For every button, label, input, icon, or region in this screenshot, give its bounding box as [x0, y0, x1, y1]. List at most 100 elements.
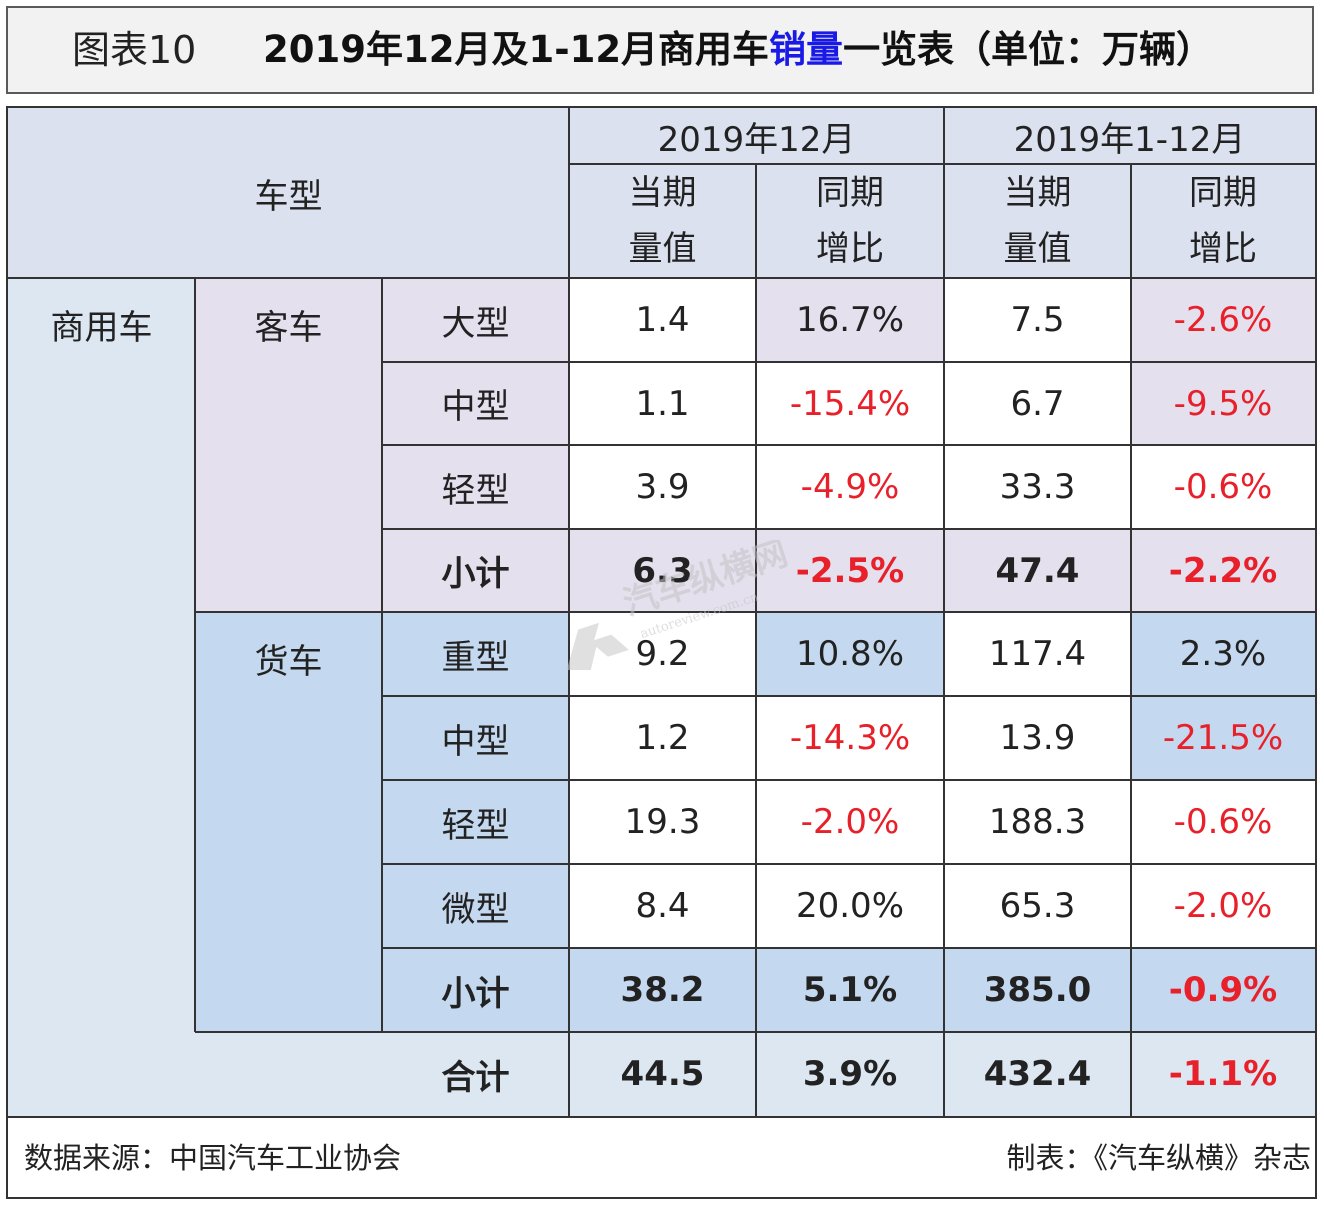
table-footer: 数据来源：中国汽车工业协会 制表：《汽车纵横》杂志: [8, 1116, 1315, 1197]
cell-year-value: 385.0: [944, 948, 1131, 1032]
value-text: -0.6%: [1173, 467, 1273, 507]
group-commercial-label: 商用车: [50, 308, 153, 348]
header-vehicle-type-label: 车型: [254, 176, 323, 217]
group-bus: 客车: [195, 278, 382, 612]
row-label-subtotal: 小计: [382, 529, 569, 612]
row-label-text: 重型: [441, 637, 510, 678]
grid-line: [8, 277, 1315, 279]
cell-dec-value: 1.2: [569, 696, 756, 780]
grid-line: [382, 779, 1315, 781]
header-line: 当期: [1003, 173, 1072, 213]
grid-line: [755, 164, 757, 1116]
value-text: -2.6%: [1173, 300, 1273, 340]
header-year-current: 当期 量值: [944, 164, 1131, 278]
grid-line: [382, 947, 1315, 949]
row-label: 微型: [382, 864, 569, 948]
grid-line: [569, 163, 1315, 165]
table-maker: 制表：《汽车纵横》杂志: [1006, 1141, 1311, 1175]
grid-line: [382, 444, 1315, 446]
value-text: 20.0%: [795, 886, 904, 926]
cell-dec-value: 44.5: [569, 1032, 756, 1116]
row-label-text: 中型: [441, 721, 510, 762]
cell-dec-value: 38.2: [569, 948, 756, 1032]
row-label: 大型: [382, 278, 569, 362]
group-bus-label: 客车: [254, 308, 323, 348]
cell-year-value: 432.4: [944, 1032, 1131, 1116]
title-bar: 图表10 2019年12月及1-12月商用车销量一览表（单位：万辆）: [6, 6, 1314, 94]
data-source: 数据来源：中国汽车工业协会: [24, 1141, 402, 1175]
row-label-subtotal: 小计: [382, 948, 569, 1032]
cell-year-value: 33.3: [944, 445, 1131, 529]
value-text: 8.4: [635, 886, 690, 926]
row-label-text: 大型: [441, 303, 510, 344]
sales-table: 车型 2019年12月 2019年1-12月 当期 量值 同期 增比 当期 量值 同期…: [6, 106, 1317, 1199]
grid-line: [381, 278, 383, 1032]
cell-year-value: 188.3: [944, 780, 1131, 864]
value-text: -2.0%: [1173, 886, 1273, 926]
header-line: 增比: [1189, 229, 1257, 269]
value-text: 117.4: [988, 634, 1087, 674]
cell-year-value: 13.9: [944, 696, 1131, 780]
cell-dec-yoy: -14.3%: [756, 696, 944, 780]
row-label-text: 中型: [441, 387, 510, 427]
cell-year-yoy: -0.9%: [1131, 948, 1315, 1032]
cell-year-value: 47.4: [944, 529, 1131, 612]
header-period-dec: 2019年12月: [569, 108, 944, 164]
cell-year-yoy: 2.3%: [1131, 612, 1315, 696]
value-text: 432.4: [983, 1054, 1092, 1094]
value-text: 16.7%: [795, 300, 904, 340]
cell-dec-yoy: -4.9%: [756, 445, 944, 529]
row-label-text: 合计: [441, 1057, 510, 1098]
value-text: -0.6%: [1173, 802, 1273, 842]
header-year-yoy: 同期 增比: [1131, 164, 1315, 278]
value-text: 9.2: [635, 634, 690, 674]
value-text: 65.3: [999, 886, 1076, 926]
value-text: 1.4: [635, 300, 690, 340]
value-text: -14.3%: [789, 718, 911, 758]
cell-year-yoy: -21.5%: [1131, 696, 1315, 780]
header-line: 量值: [1003, 229, 1072, 269]
header-period-dec-label: 2019年12月: [657, 119, 856, 160]
cell-dec-value: 6.3: [569, 529, 756, 612]
value-text: 2.3%: [1179, 634, 1267, 674]
cell-dec-yoy: 10.8%: [756, 612, 944, 696]
row-label: 轻型: [382, 445, 569, 529]
header-vehicle-type: 车型: [8, 108, 569, 278]
cell-year-yoy: -1.1%: [1131, 1032, 1315, 1116]
cell-year-yoy: -0.6%: [1131, 445, 1315, 529]
cell-year-value: 117.4: [944, 612, 1131, 696]
group-truck-label: 货车: [254, 642, 323, 682]
grid-line: [382, 695, 1315, 697]
cell-dec-value: 3.9: [569, 445, 756, 529]
grid-line: [382, 863, 1315, 865]
value-text: -1.1%: [1168, 1054, 1278, 1094]
row-label-text: 轻型: [441, 470, 510, 511]
value-text: -9.5%: [1173, 383, 1273, 424]
value-text: 33.3: [999, 467, 1076, 507]
value-text: -0.9%: [1168, 970, 1278, 1010]
row-label-text: 小计: [441, 554, 510, 594]
cell-year-yoy: -0.6%: [1131, 780, 1315, 864]
cell-dec-value: 19.3: [569, 780, 756, 864]
value-text: 44.5: [620, 1054, 705, 1094]
cell-dec-value: 8.4: [569, 864, 756, 948]
group-commercial: 商用车: [8, 278, 195, 1116]
value-text: 7.5: [1010, 300, 1065, 340]
value-text: 13.9: [999, 718, 1076, 758]
cell-dec-yoy: 3.9%: [756, 1032, 944, 1116]
value-text: 3.9%: [802, 1054, 898, 1094]
value-text: 6.3: [632, 550, 693, 591]
cell-year-yoy: -2.0%: [1131, 864, 1315, 948]
group-truck: 货车: [195, 612, 382, 1032]
row-label-total: 合计: [382, 1032, 569, 1116]
value-text: -2.5%: [795, 550, 905, 591]
cell-dec-yoy: -2.0%: [756, 780, 944, 864]
value-text: 188.3: [988, 802, 1087, 842]
value-text: 1.1: [635, 383, 690, 424]
header-line: 增比: [816, 229, 884, 269]
value-text: 38.2: [620, 970, 705, 1010]
row-label: 重型: [382, 612, 569, 696]
cell-year-yoy: -9.5%: [1131, 362, 1315, 445]
header-line: 同期: [816, 173, 884, 213]
header-period-year: 2019年1-12月: [944, 108, 1315, 164]
